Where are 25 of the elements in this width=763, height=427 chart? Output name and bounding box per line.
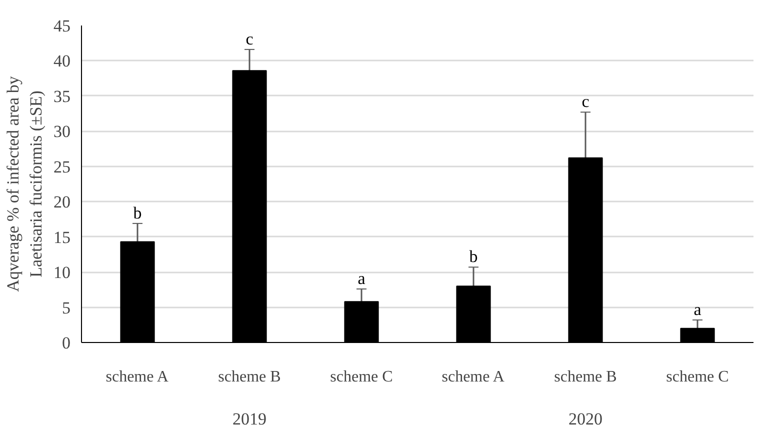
y-tick-label: 0 bbox=[62, 334, 70, 352]
y-tick-label: 10 bbox=[54, 263, 70, 282]
x-tick-label: scheme A bbox=[442, 368, 505, 386]
text: 2019 bbox=[232, 410, 266, 427]
y-tick-label: 25 bbox=[54, 157, 70, 176]
x-tick-label: scheme C bbox=[666, 368, 729, 386]
data-label: c bbox=[246, 29, 254, 48]
text: 2020 bbox=[568, 410, 602, 427]
x-tick-label: scheme A bbox=[106, 368, 169, 386]
data-label: a bbox=[694, 300, 702, 319]
y-tick-label: 5 bbox=[62, 298, 70, 318]
y-tick-label: 35 bbox=[54, 86, 70, 106]
y-tick-label: 15 bbox=[54, 228, 70, 247]
data-label: b bbox=[469, 247, 478, 266]
y-tick-label: 20 bbox=[54, 192, 70, 212]
data-label: b bbox=[133, 203, 142, 222]
y-tick-label: 40 bbox=[54, 52, 70, 71]
x-tick-label: scheme C bbox=[330, 368, 393, 386]
data-label: c bbox=[582, 92, 590, 112]
data-label: a bbox=[358, 268, 366, 288]
y-tick-label: 30 bbox=[54, 122, 70, 142]
y-tick-label: 45 bbox=[54, 16, 70, 36]
x-tick-label: scheme B bbox=[218, 368, 281, 386]
x-tick-label: scheme B bbox=[554, 368, 617, 386]
y-axis-title: Aqverage % of infected area by Laetisaria fuciformis (±SE) bbox=[4, 76, 46, 292]
